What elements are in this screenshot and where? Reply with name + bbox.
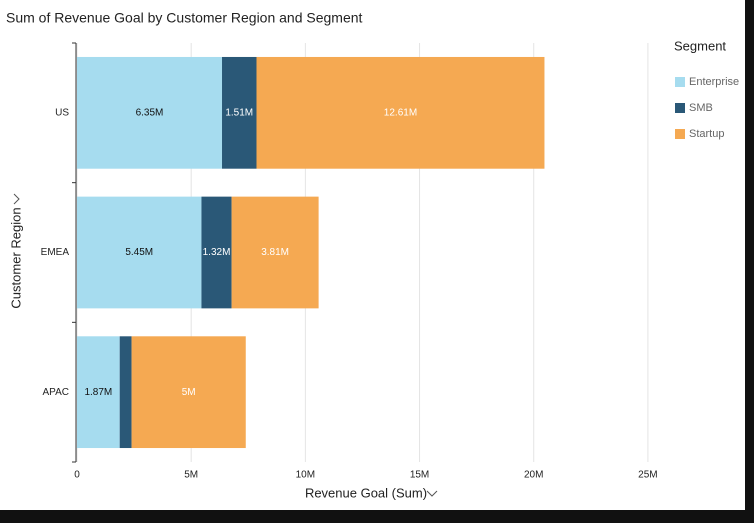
frame-bottom xyxy=(0,510,754,523)
bar-segment xyxy=(231,196,319,309)
bar-segment xyxy=(77,336,120,449)
legend-swatch xyxy=(675,103,685,113)
x-axis-chevron[interactable] xyxy=(426,490,438,497)
value-label: 1.51M xyxy=(225,107,253,118)
value-label: 3.81M xyxy=(261,247,289,258)
y-tick-label: EMEA xyxy=(41,247,70,258)
bar-segment xyxy=(77,196,202,309)
y-tick-label: US xyxy=(55,107,69,118)
x-tick-label: 0 xyxy=(74,470,80,481)
value-label: 5.45M xyxy=(125,247,153,258)
value-label: 5M xyxy=(182,387,196,398)
value-label: 6.35M xyxy=(136,107,164,118)
legend-label: Startup xyxy=(689,128,724,140)
x-tick-label: 15M xyxy=(410,470,429,481)
legend-label: SMB xyxy=(689,102,713,114)
y-axis-title[interactable]: Customer Region xyxy=(8,207,23,308)
bar-segment xyxy=(201,196,232,309)
legend-swatch xyxy=(675,129,685,139)
bar-segment xyxy=(131,336,246,449)
bar-segment xyxy=(119,336,132,449)
legend-label: Enterprise xyxy=(689,76,739,88)
y-axis-chevron[interactable] xyxy=(13,193,20,205)
x-axis-title[interactable]: Revenue Goal (Sum) xyxy=(305,485,427,500)
value-label: 1.32M xyxy=(203,247,231,258)
x-tick-label: 10M xyxy=(296,470,315,481)
chart-title: Sum of Revenue Goal by Customer Region a… xyxy=(6,10,363,26)
value-label: 12.61M xyxy=(384,107,417,118)
bar-segment xyxy=(77,56,223,169)
value-label: 1.87M xyxy=(84,387,112,398)
y-tick-label: APAC xyxy=(43,387,70,398)
x-tick-label: 5M xyxy=(184,470,198,481)
x-tick-label: 25M xyxy=(638,470,657,481)
x-tick-label: 20M xyxy=(524,470,543,481)
legend-title: Segment xyxy=(674,38,726,53)
bar-segment xyxy=(256,56,545,169)
bar-segment xyxy=(222,56,257,169)
legend-swatch xyxy=(675,77,685,87)
frame-right xyxy=(745,0,754,523)
